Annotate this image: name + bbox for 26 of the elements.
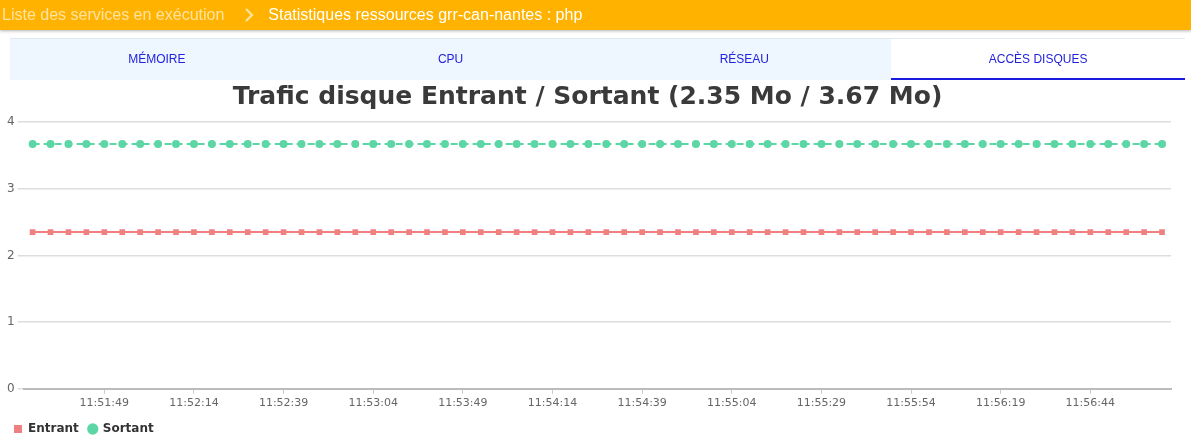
x-tick-label: 11:54:39 bbox=[617, 396, 667, 410]
x-tick-label: 11:56:19 bbox=[975, 396, 1026, 410]
x-tick-label: 11:53:04 bbox=[348, 396, 398, 410]
text: MÉMOIRE bbox=[127, 50, 187, 68]
y-tick-label: 2 bbox=[6, 247, 15, 262]
y-tick-label: 4 bbox=[6, 114, 15, 129]
y-tick-label: 3 bbox=[6, 180, 15, 195]
x-tick-label: 11:52:39 bbox=[258, 396, 309, 410]
x-tick-label: 11:51:49 bbox=[79, 396, 130, 410]
y-tick-label: 1 bbox=[6, 314, 15, 329]
x-tick-label: 11:55:54 bbox=[886, 396, 936, 410]
legend-label: Entrant bbox=[28, 421, 80, 436]
text: Liste des services en exécution bbox=[2, 6, 225, 24]
y-tick-label: 0 bbox=[6, 380, 15, 395]
x-tick-label: 11:53:49 bbox=[438, 396, 488, 410]
text: CPU bbox=[436, 50, 465, 68]
x-tick-label: 11:54:14 bbox=[527, 396, 578, 410]
text: RÉSEAU bbox=[718, 50, 771, 68]
x-tick-label: 11:55:04 bbox=[707, 396, 757, 410]
chart-title: Trafic disque Entrant / Sortant (2.35 Mo / 3.67 Mo) bbox=[232, 80, 943, 110]
text: ACCÈS DISQUES bbox=[891, 39, 1185, 80]
x-tick-label: 11:55:29 bbox=[796, 396, 847, 410]
text: Statistiques ressources grr-can-nantes : php bbox=[268, 6, 583, 24]
legend-label: Sortant bbox=[102, 421, 154, 436]
x-tick-label: 11:56:44 bbox=[1065, 396, 1116, 410]
x-tick-label: 11:52:14 bbox=[169, 396, 219, 410]
